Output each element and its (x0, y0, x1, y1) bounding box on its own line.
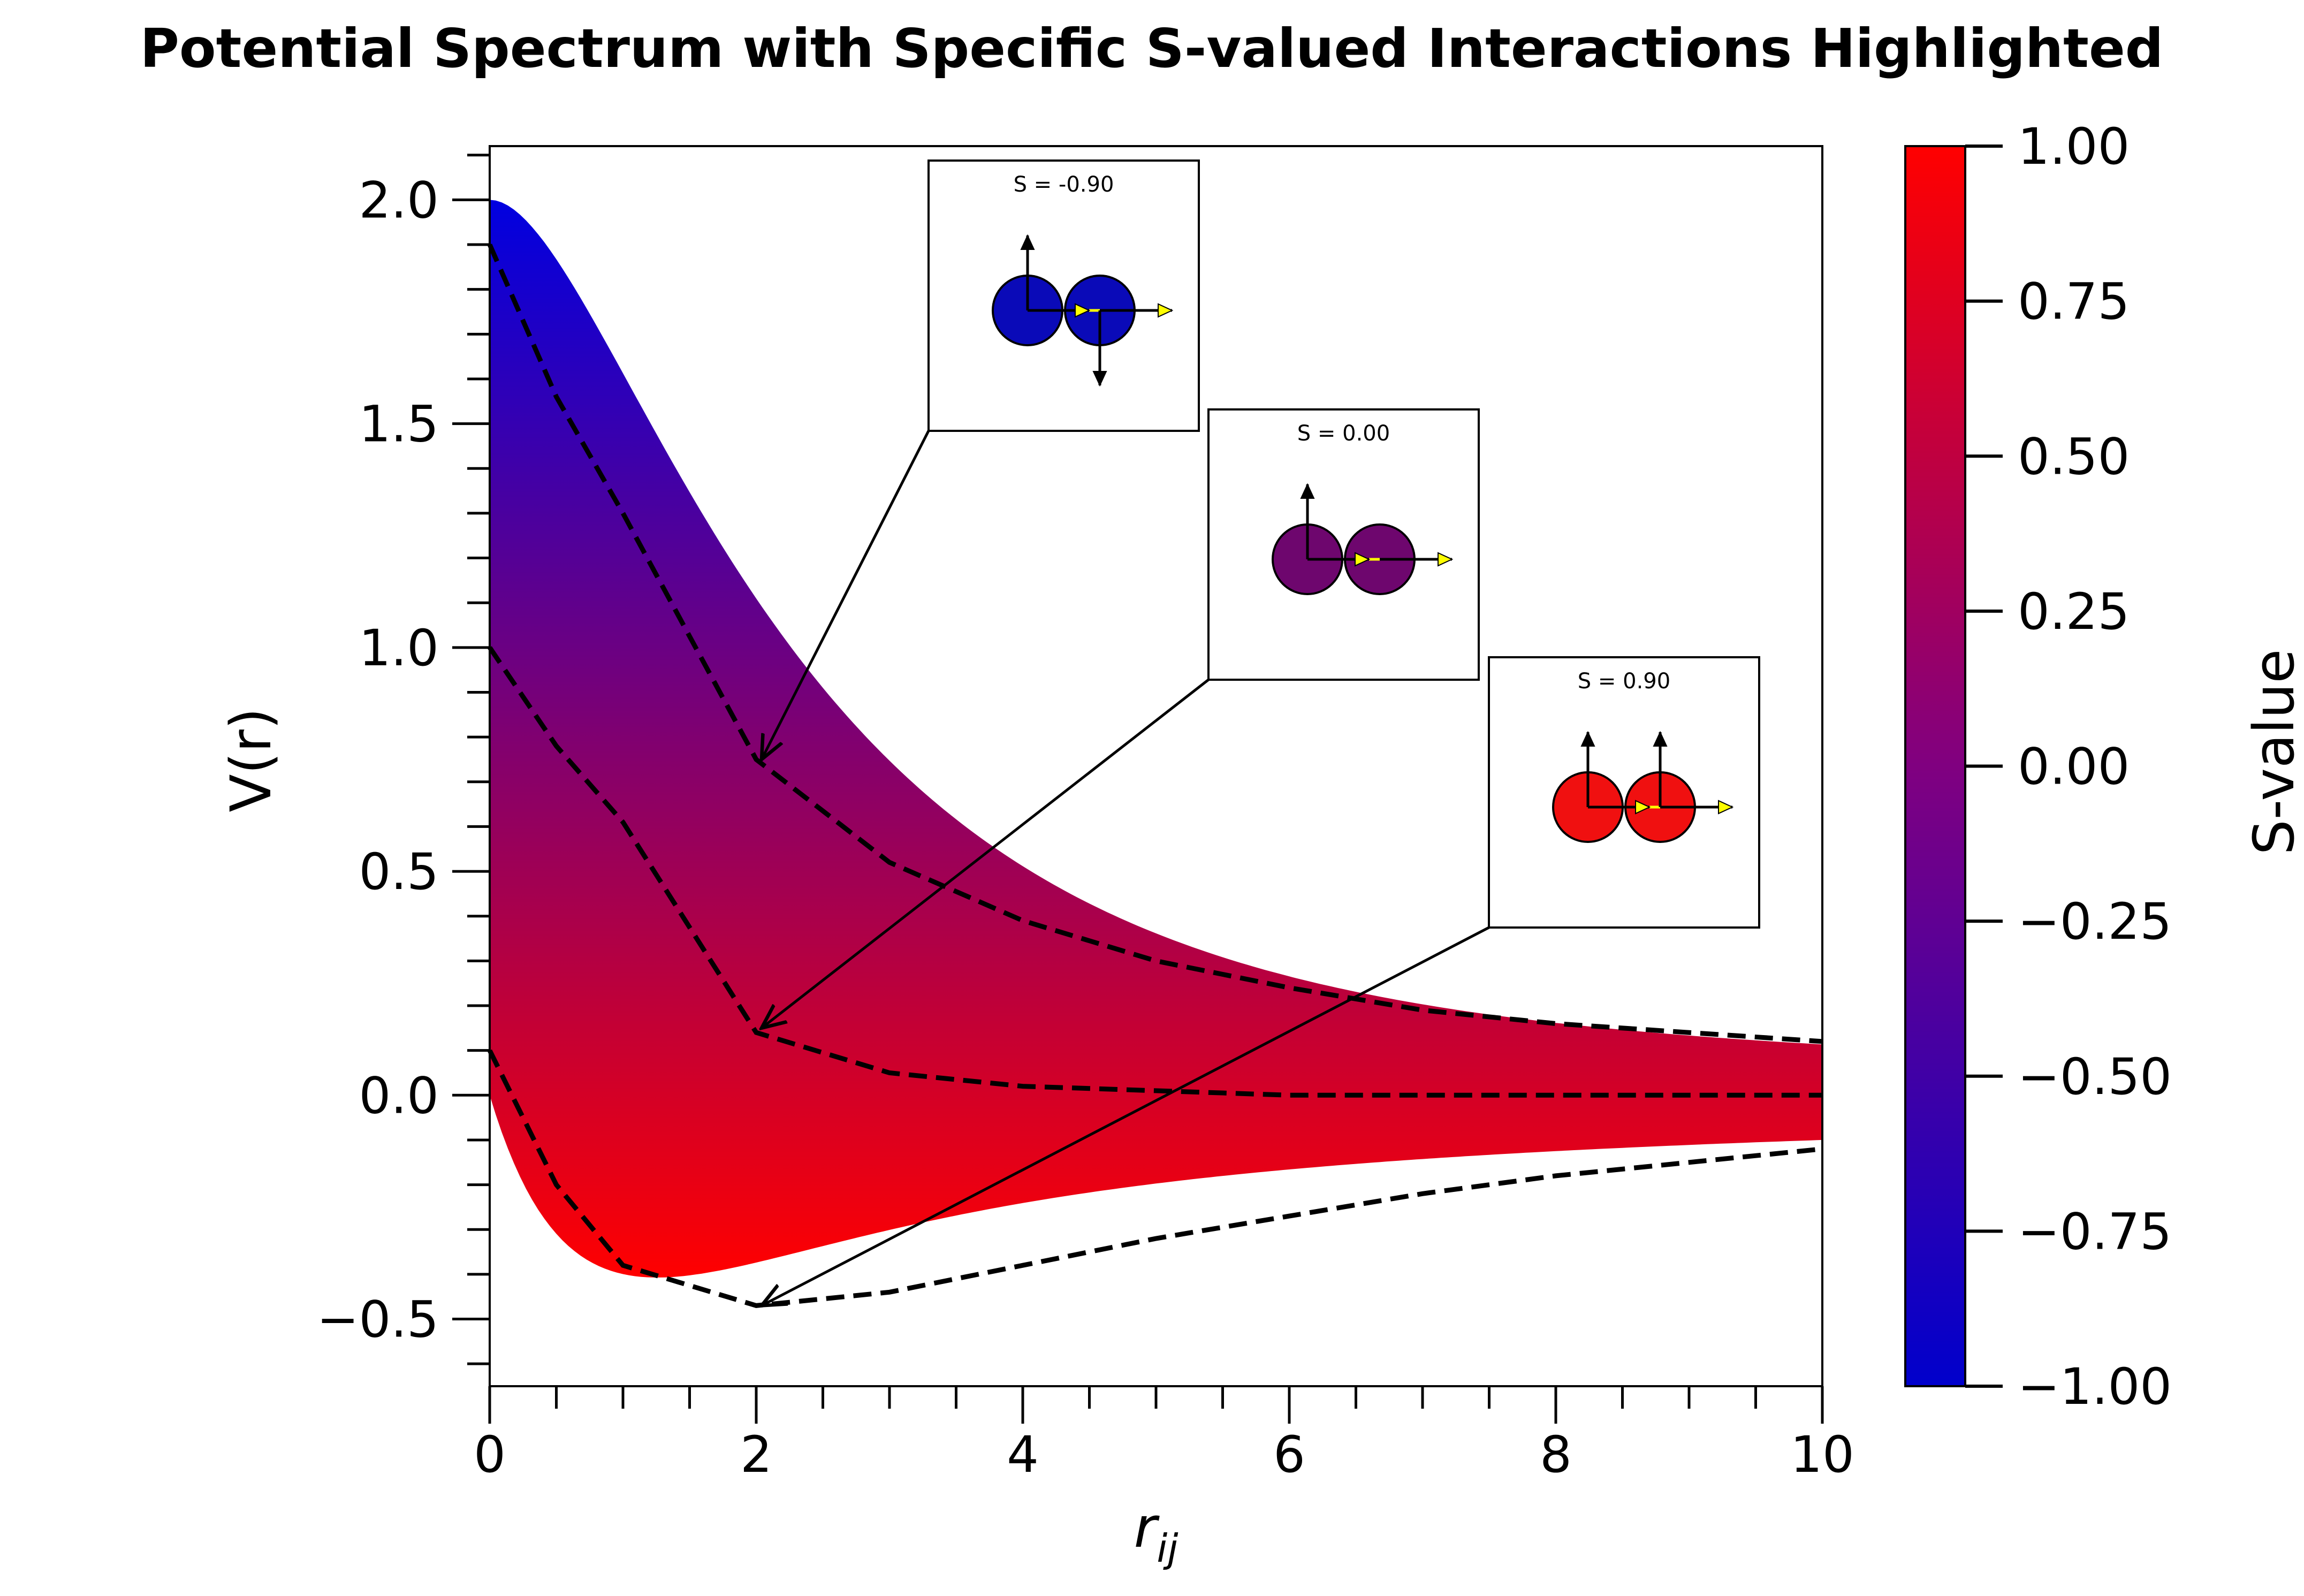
y-tick-label: 1.5 (359, 396, 439, 454)
inset-label-0: S = -0.90 (1014, 172, 1114, 197)
potential-band (490, 200, 1822, 1278)
inset-box-1 (1207, 408, 1480, 681)
dashed-curve-1 (488, 646, 1822, 1098)
annotation-arrow-0 (762, 430, 930, 759)
orientation-left-1-head (1355, 552, 1371, 567)
spin-right-up-2-head (1653, 731, 1668, 747)
colorbar: 1.00 0.75 0.50 0.25 0.00 −0.25 −0.50 −0.75 −1.00 (1904, 118, 2172, 1416)
plot-area: S = -0.90 S = 0.00 S = 0.90 0 2 4 6 8 10 2.0 1.5 1.… (317, 145, 1854, 1484)
y-tick-label: 0.5 (359, 843, 439, 901)
colorbar-tick-label: 0.75 (2018, 273, 2130, 331)
dashed-curve-0 (487, 244, 1823, 1044)
x-axis-label: rij (1134, 1495, 1178, 1571)
colorbar-tick-label: −0.50 (2018, 1048, 2172, 1106)
y-axis-label: V(r) (218, 708, 284, 812)
orientation-right-0-head (1158, 303, 1174, 318)
colorbar-tick-label: 1.00 (2018, 118, 2130, 176)
spin-left-up-0-head (1020, 234, 1035, 250)
x-tick-label: 2 (740, 1426, 772, 1484)
chart-title: Potential Spectrum with Specific S-value… (140, 17, 2164, 80)
orientation-right-2-head (1718, 800, 1734, 815)
x-tick-label: 4 (1007, 1426, 1039, 1484)
colorbar-tick-label: 0.25 (2018, 583, 2130, 641)
inset-0: S = -0.90 (762, 159, 1200, 759)
inset-box-2 (1488, 656, 1760, 929)
x-axis-label-main: r (1134, 1495, 1160, 1560)
colorbar-tick-label: −0.25 (2018, 893, 2172, 951)
y-tick-label: 0.0 (359, 1067, 439, 1125)
orientation-right-1-head (1438, 552, 1454, 567)
x-tick-label: 8 (1540, 1426, 1572, 1484)
x-axis-label-subscript: ij (1157, 1526, 1178, 1571)
x-tick-label: 10 (1790, 1426, 1854, 1484)
colorbar-label: S-value (2241, 649, 2304, 855)
annotation-arrow-1 (762, 679, 1210, 1028)
colorbar-tick-label: 0.00 (2018, 738, 2130, 796)
spin-left-up-1-head (1300, 483, 1315, 499)
inset-label-2: S = 0.90 (1578, 669, 1670, 694)
colorbar-tick-label: −1.00 (2018, 1358, 2172, 1416)
colorbar-gradient (1904, 145, 1966, 1387)
inset-1: S = 0.00 (762, 408, 1480, 1028)
orientation-left-0-head (1075, 303, 1091, 318)
colorbar-tick-label: 0.50 (2018, 428, 2130, 486)
y-tick-label: 2.0 (359, 171, 439, 230)
spin-right-down-0-head (1092, 371, 1107, 387)
inset-2: S = 0.90 (762, 656, 1760, 1305)
colorbar-tick-label: −0.75 (2018, 1203, 2172, 1261)
inset-label-1: S = 0.00 (1297, 421, 1390, 446)
y-tick-label: −0.5 (317, 1291, 439, 1349)
inset-box-0 (927, 159, 1200, 432)
annotation-arrow-2 (762, 926, 1490, 1305)
x-tick-label: 0 (474, 1426, 506, 1484)
orientation-left-2-head (1635, 800, 1651, 815)
spin-left-up-2-head (1580, 731, 1595, 747)
x-tick-label: 6 (1273, 1426, 1305, 1484)
y-tick-label: 1.0 (359, 619, 439, 678)
